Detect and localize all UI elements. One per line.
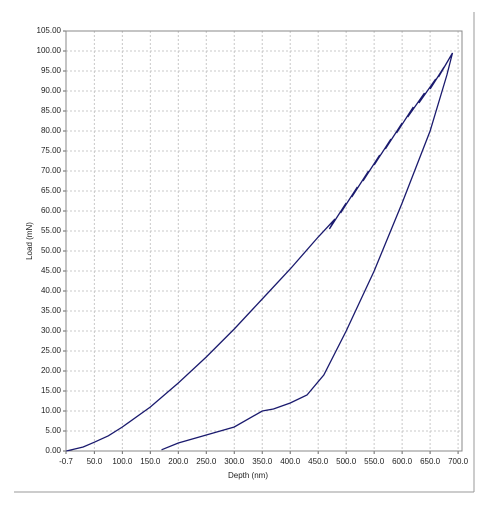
- y-tick-label: 55.00: [41, 226, 62, 235]
- x-tick-label: 400.0: [280, 457, 301, 466]
- x-tick-label: 350.0: [252, 457, 273, 466]
- x-tick-label: 650.0: [420, 457, 441, 466]
- y-tick-label: 60.00: [41, 206, 62, 215]
- x-tick-label: 250.0: [196, 457, 217, 466]
- y-tick-label: 80.00: [41, 126, 62, 135]
- x-tick-label: 500.0: [336, 457, 357, 466]
- y-tick-label: 5.00: [45, 426, 61, 435]
- x-tick-label: 100.0: [112, 457, 133, 466]
- y-tick-label: 95.00: [41, 66, 62, 75]
- y-tick-label: 75.00: [41, 146, 62, 155]
- y-tick-label: 70.00: [41, 166, 62, 175]
- x-tick-label: 50.0: [87, 457, 103, 466]
- x-tick-label: 150.0: [140, 457, 161, 466]
- data-line: [66, 52, 454, 452]
- y-tick-label: 35.00: [41, 306, 62, 315]
- y-axis-label: Load (mN): [25, 222, 34, 260]
- y-tick-label: 50.00: [41, 246, 62, 255]
- y-tick-label: 105.00: [37, 26, 62, 35]
- x-tick-label: 300.0: [224, 457, 245, 466]
- x-tick-label: 200.0: [168, 457, 189, 466]
- y-tick-label: 65.00: [41, 186, 62, 195]
- y-tick-label: 30.00: [41, 326, 62, 335]
- y-tick-label: 100.00: [37, 46, 62, 55]
- x-tick-label: -0.7: [59, 457, 73, 466]
- y-tick-label: 45.00: [41, 266, 62, 275]
- y-tick-label: 40.00: [41, 286, 62, 295]
- y-tick-label: 0.00: [45, 446, 61, 455]
- x-tick-label: 450.0: [308, 457, 329, 466]
- y-tick-label: 25.00: [41, 346, 62, 355]
- x-axis-label: Depth (nm): [228, 471, 268, 480]
- y-tick-label: 90.00: [41, 86, 62, 95]
- y-tick-label: 85.00: [41, 106, 62, 115]
- y-tick-label: 10.00: [41, 406, 62, 415]
- x-tick-label: 550.0: [364, 457, 385, 466]
- x-tick-label: 700.0: [448, 457, 469, 466]
- y-tick-label: 15.00: [41, 386, 62, 395]
- y-tick-label: 20.00: [41, 366, 62, 375]
- x-tick-label: 600.0: [392, 457, 413, 466]
- plot-frame: [65, 30, 463, 452]
